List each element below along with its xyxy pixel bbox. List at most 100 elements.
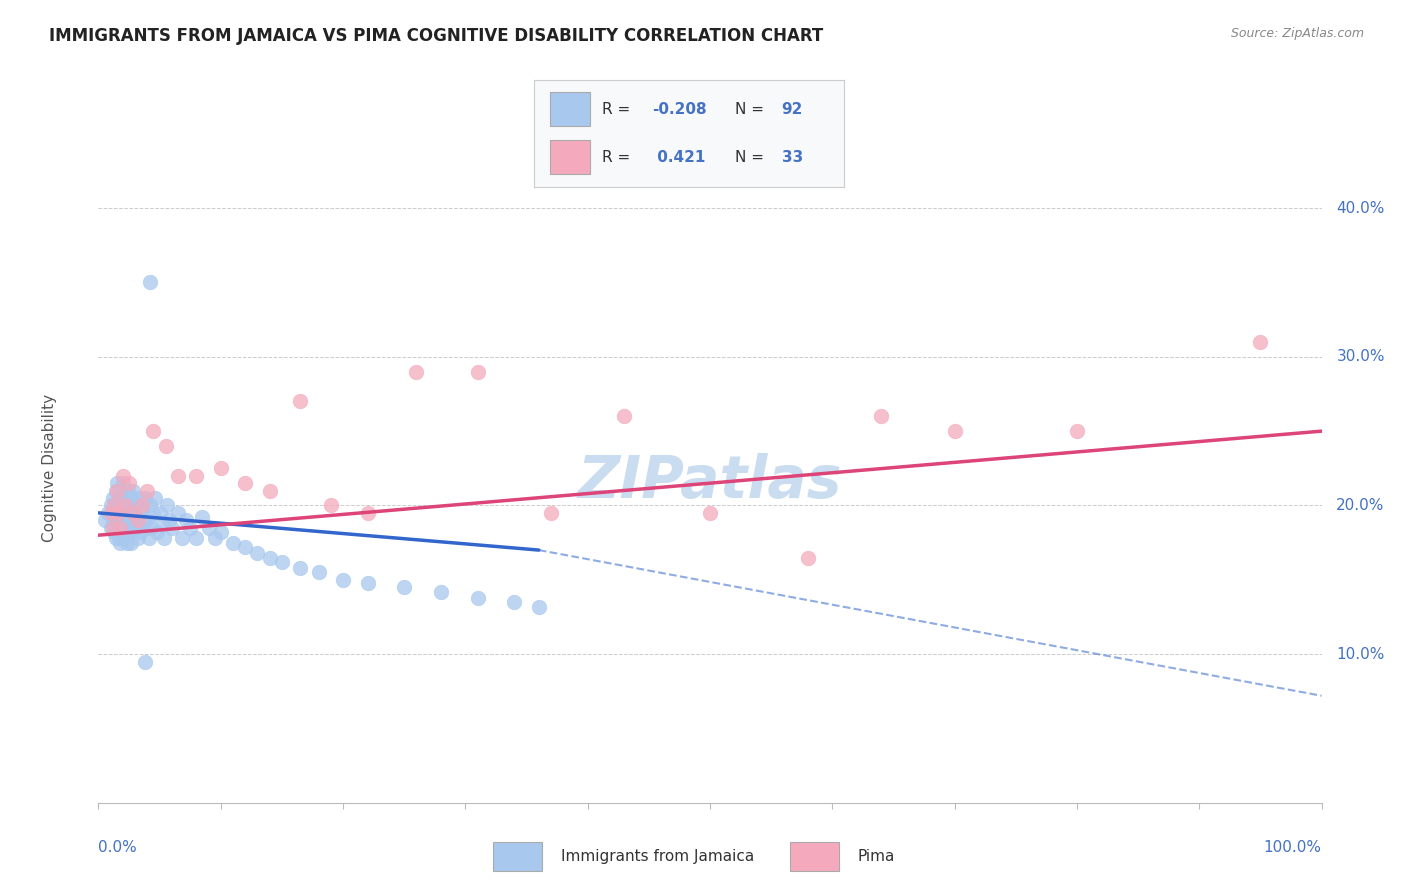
Text: -0.208: -0.208 — [652, 102, 706, 117]
Point — [108, 495, 131, 509]
Point — [110, 510, 132, 524]
Point — [111, 499, 134, 513]
Point — [143, 491, 166, 505]
Point — [246, 546, 269, 560]
Point — [114, 499, 136, 513]
Point — [150, 516, 173, 531]
Point — [105, 476, 128, 491]
Point — [197, 521, 219, 535]
Point — [117, 483, 139, 498]
Point — [101, 491, 124, 505]
Point — [131, 499, 153, 513]
Point — [108, 531, 131, 545]
Point — [105, 510, 128, 524]
Point — [111, 501, 134, 516]
Point — [613, 409, 636, 424]
Point — [136, 483, 159, 498]
Point — [118, 513, 141, 527]
Point — [118, 476, 141, 491]
Point — [112, 506, 135, 520]
Text: 30.0%: 30.0% — [1336, 350, 1385, 364]
Point — [107, 506, 129, 520]
Point — [149, 506, 172, 520]
Point — [97, 506, 120, 520]
Point — [124, 521, 146, 535]
Point — [209, 461, 232, 475]
Point — [134, 655, 156, 669]
Point — [356, 506, 378, 520]
Point — [129, 506, 152, 520]
Point — [105, 499, 128, 513]
Point — [110, 491, 132, 505]
Point — [222, 535, 245, 549]
Point — [132, 516, 155, 531]
Point — [122, 506, 145, 520]
Point — [103, 499, 125, 513]
Text: IMMIGRANTS FROM JAMAICA VS PIMA COGNITIVE DISABILITY CORRELATION CHART: IMMIGRANTS FROM JAMAICA VS PIMA COGNITIV… — [49, 27, 824, 45]
Point — [186, 531, 208, 545]
Point — [160, 521, 183, 535]
Point — [111, 516, 134, 531]
Point — [121, 506, 143, 520]
FancyBboxPatch shape — [492, 842, 543, 871]
Point — [104, 531, 127, 545]
Point — [107, 506, 129, 520]
Point — [191, 510, 214, 524]
Point — [503, 595, 526, 609]
Point — [138, 531, 160, 545]
Point — [118, 499, 141, 513]
Point — [319, 499, 342, 513]
Text: 20.0%: 20.0% — [1336, 498, 1385, 513]
Point — [290, 561, 312, 575]
Text: 10.0%: 10.0% — [1336, 647, 1385, 662]
Point — [233, 540, 256, 554]
Point — [259, 483, 281, 498]
Text: 0.0%: 0.0% — [98, 839, 138, 855]
Point — [134, 491, 156, 505]
Point — [540, 506, 562, 520]
Point — [467, 365, 489, 379]
Point — [100, 499, 122, 513]
Point — [699, 506, 721, 520]
Point — [104, 483, 127, 498]
Point — [176, 513, 198, 527]
Point — [107, 516, 129, 531]
Point — [112, 531, 135, 545]
Point — [125, 513, 148, 527]
Point — [179, 521, 201, 535]
Point — [111, 513, 134, 527]
Point — [101, 516, 124, 531]
Text: Cognitive Disability: Cognitive Disability — [42, 394, 58, 542]
Point — [110, 535, 132, 549]
Point — [111, 476, 134, 491]
Point — [120, 525, 142, 540]
Point — [105, 521, 128, 535]
Point — [153, 531, 176, 545]
Text: 92: 92 — [782, 102, 803, 117]
Point — [139, 521, 162, 535]
Point — [114, 516, 136, 531]
Point — [101, 521, 124, 535]
Point — [121, 516, 143, 531]
Point — [117, 521, 139, 535]
Point — [111, 468, 134, 483]
Point — [270, 555, 294, 569]
Point — [142, 424, 165, 438]
Point — [103, 506, 125, 520]
Point — [157, 513, 180, 527]
Point — [156, 499, 179, 513]
Point — [105, 483, 128, 498]
Point — [392, 580, 416, 594]
Point — [430, 584, 453, 599]
Text: Immigrants from Jamaica: Immigrants from Jamaica — [561, 849, 754, 863]
Point — [290, 394, 312, 409]
Point — [115, 535, 138, 549]
Point — [467, 591, 489, 605]
FancyBboxPatch shape — [790, 842, 839, 871]
Point — [870, 409, 893, 424]
Point — [124, 499, 146, 513]
Point — [139, 499, 162, 513]
Point — [129, 525, 152, 540]
Point — [308, 566, 330, 580]
Point — [356, 575, 378, 590]
